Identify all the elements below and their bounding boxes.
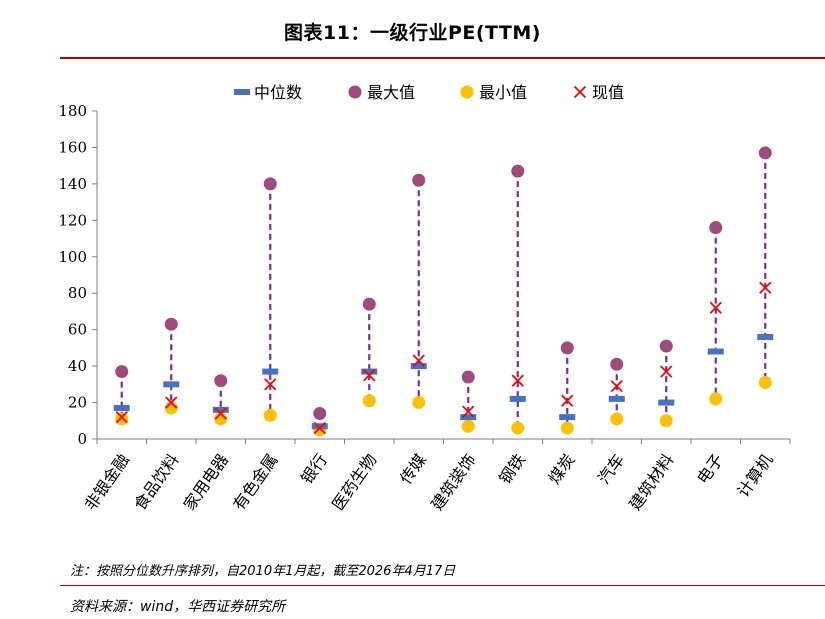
category-label: 有色金属 xyxy=(229,450,281,513)
current-marker xyxy=(363,369,376,382)
y-tick-label: 0 xyxy=(77,430,87,448)
median-marker xyxy=(410,363,427,370)
median-marker xyxy=(608,395,625,402)
median-marker xyxy=(757,333,774,340)
y-tick-label: 160 xyxy=(58,138,87,156)
min-point xyxy=(610,412,624,426)
median-marker xyxy=(163,381,180,388)
category-label: 食品饮料 xyxy=(130,450,182,513)
y-tick-label: 20 xyxy=(68,394,87,412)
current-marker xyxy=(264,378,277,391)
current-marker xyxy=(313,421,326,435)
min-point xyxy=(362,394,376,408)
min-point xyxy=(659,414,673,428)
median-marker xyxy=(212,406,229,413)
median-marker xyxy=(509,395,526,402)
median-marker xyxy=(658,399,675,406)
median-marker xyxy=(113,405,130,412)
current-marker xyxy=(511,374,524,387)
max-point xyxy=(313,406,327,420)
source-text: 资料来源：wind，华西证券研究所 xyxy=(70,599,286,615)
title-rule xyxy=(60,57,825,59)
y-tick-label: 120 xyxy=(58,211,87,229)
category-label: 钢铁 xyxy=(495,450,529,487)
category-label: 建筑材料 xyxy=(625,450,677,513)
max-point xyxy=(659,339,673,353)
max-point xyxy=(362,297,376,311)
current-marker xyxy=(709,301,722,314)
min-point xyxy=(263,408,277,422)
max-point xyxy=(461,370,475,384)
median-marker xyxy=(361,368,378,375)
max-point xyxy=(412,173,426,187)
category-label: 家用电器 xyxy=(180,450,232,513)
y-tick-label: 140 xyxy=(58,175,87,193)
min-point xyxy=(412,396,426,410)
category-label: 煤炭 xyxy=(545,450,579,487)
median-marker xyxy=(460,414,477,421)
max-point xyxy=(164,317,178,331)
max-point xyxy=(610,357,624,371)
category-label: 非银金融 xyxy=(81,450,133,513)
current-marker xyxy=(759,281,772,294)
y-tick-label: 40 xyxy=(68,357,87,375)
min-point xyxy=(758,376,772,390)
min-point xyxy=(709,392,723,406)
max-point xyxy=(214,374,228,388)
max-point xyxy=(263,177,277,191)
legend-x-swatch xyxy=(573,85,587,99)
current-marker xyxy=(561,394,574,407)
legend-label: 最大值 xyxy=(367,83,415,102)
y-tick-label: 100 xyxy=(58,248,87,266)
legend-label: 中位数 xyxy=(254,83,302,102)
median-marker xyxy=(559,414,576,421)
min-point xyxy=(115,412,129,426)
current-marker xyxy=(115,410,128,424)
chart-title: 图表11：一级行业PE(TTM) xyxy=(284,22,541,44)
legend-label: 最小值 xyxy=(479,83,527,102)
y-tick-label: 60 xyxy=(68,321,87,339)
max-point xyxy=(758,146,772,160)
y-tick-label: 80 xyxy=(68,284,87,302)
legend-median-swatch xyxy=(234,89,250,95)
category-label: 医药生物 xyxy=(328,450,380,513)
category-label: 银行 xyxy=(297,450,331,487)
y-tick-label: 180 xyxy=(58,102,87,120)
current-marker xyxy=(462,405,475,418)
category-label: 建筑装饰 xyxy=(427,450,479,513)
category-label: 汽车 xyxy=(594,450,628,487)
median-marker xyxy=(262,368,279,375)
note-rule xyxy=(60,585,825,586)
current-marker xyxy=(412,354,425,367)
current-marker xyxy=(610,380,623,393)
max-point xyxy=(560,341,574,355)
max-point xyxy=(511,164,525,178)
chart-note: 注：按照分位数升序排列，自2010年1月起，截至2026年4月17日 xyxy=(70,564,456,579)
legend-circle-swatch xyxy=(348,85,362,99)
median-marker xyxy=(311,423,328,430)
current-marker xyxy=(214,407,227,420)
current-marker xyxy=(660,365,673,378)
min-point xyxy=(560,421,574,435)
category-label: 计算机 xyxy=(733,450,776,500)
min-point xyxy=(461,419,475,433)
max-point xyxy=(115,365,129,379)
current-marker xyxy=(165,396,178,409)
min-point xyxy=(511,421,525,435)
median-marker xyxy=(707,348,724,355)
max-point xyxy=(709,221,723,235)
category-label: 传媒 xyxy=(396,450,430,487)
legend-circle-swatch xyxy=(460,85,474,99)
category-label: 电子 xyxy=(693,450,727,487)
legend-label: 现值 xyxy=(592,83,624,102)
